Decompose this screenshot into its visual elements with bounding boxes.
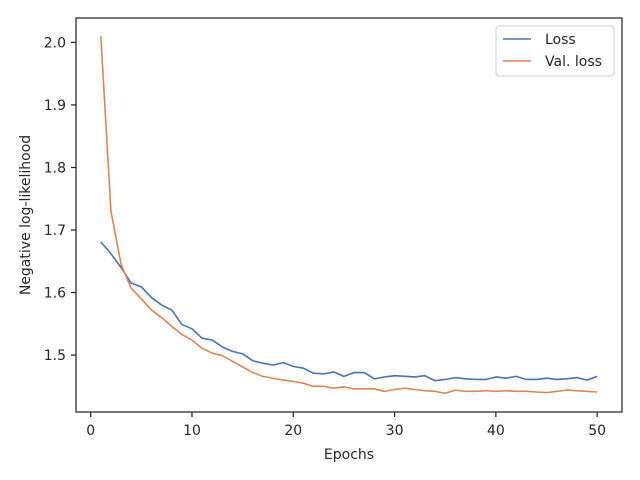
x-tick-label: 50 <box>588 423 606 439</box>
plot-frame <box>75 17 623 413</box>
y-tick-label: 1.6 <box>44 286 66 302</box>
y-axis-label: Negative log-likelihood <box>18 135 34 295</box>
y-tick-label: 1.5 <box>44 348 66 364</box>
legend-label-loss: Loss <box>545 32 576 48</box>
x-tick-label: 40 <box>487 423 505 439</box>
x-axis-ticks: 0 10 20 30 40 50 <box>86 412 606 439</box>
x-tick-label: 10 <box>183 423 201 439</box>
y-tick-label: 1.9 <box>44 98 66 114</box>
y-tick-label: 1.7 <box>44 223 66 239</box>
series-lines <box>100 36 598 395</box>
legend-label-val-loss: Val. loss <box>545 54 602 70</box>
x-tick-label: 20 <box>284 423 302 439</box>
y-axis-ticks: 1.5 1.6 1.7 1.8 1.9 2.0 <box>44 35 76 364</box>
x-tick-label: 30 <box>386 423 404 439</box>
y-tick-label: 1.8 <box>44 160 66 176</box>
series-line-val-loss <box>100 36 598 395</box>
x-axis-label: Epochs <box>324 447 374 463</box>
x-tick-label: 0 <box>86 423 95 439</box>
legend: Loss Val. loss <box>495 25 615 77</box>
y-tick-label: 2.0 <box>44 35 66 51</box>
plot-background <box>76 18 622 412</box>
series-line-loss <box>100 241 598 382</box>
